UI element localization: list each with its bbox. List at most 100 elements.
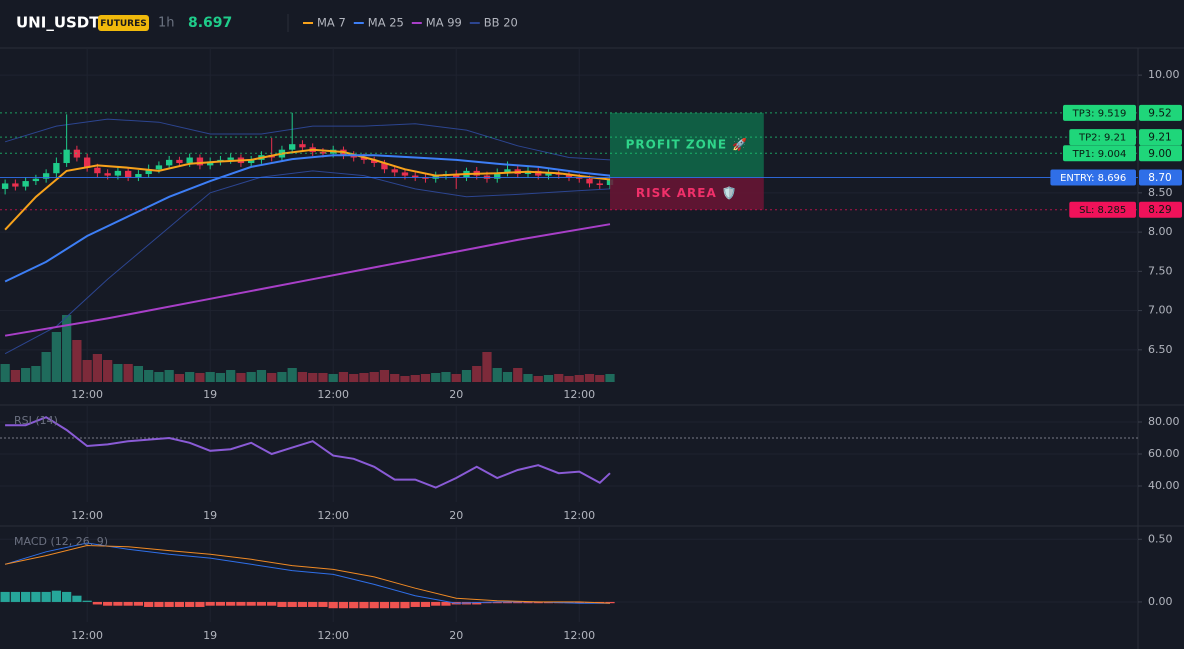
candle-body bbox=[12, 183, 19, 187]
volume-bar bbox=[164, 370, 174, 382]
histogram-bar bbox=[123, 601, 133, 606]
histogram-bar bbox=[236, 601, 246, 606]
histogram-bar bbox=[133, 601, 144, 606]
volume-bar bbox=[400, 376, 410, 382]
candle-body bbox=[94, 167, 101, 174]
axis-badge bbox=[1139, 145, 1182, 162]
candle-body bbox=[401, 172, 409, 176]
candle-body bbox=[1, 183, 9, 189]
histogram-bar bbox=[256, 601, 267, 606]
volume-bar bbox=[502, 372, 513, 382]
y-tick-label: 0.00 bbox=[1148, 595, 1173, 608]
badge: FUTURES bbox=[100, 19, 146, 29]
histogram-bar bbox=[605, 601, 615, 604]
histogram-bar bbox=[574, 601, 584, 604]
volume-bar bbox=[51, 332, 62, 382]
candle-body bbox=[104, 173, 111, 176]
volume-bar bbox=[513, 368, 523, 382]
level-axis-label: 8.70 bbox=[1148, 172, 1171, 184]
candle-body bbox=[412, 175, 419, 178]
volume-bar bbox=[554, 374, 564, 382]
volume-bar bbox=[185, 372, 195, 382]
candle-body bbox=[32, 178, 40, 182]
volume-bar bbox=[359, 373, 369, 382]
candle-body bbox=[545, 173, 552, 176]
histogram-bar bbox=[502, 601, 513, 604]
zone bbox=[610, 177, 764, 210]
volume-bar bbox=[308, 373, 318, 382]
candle-body bbox=[504, 169, 511, 173]
candle-body bbox=[289, 144, 296, 150]
volume-bar bbox=[215, 373, 226, 382]
volume-bar bbox=[113, 364, 123, 382]
volume-bar bbox=[246, 372, 256, 382]
badge-bg bbox=[98, 15, 149, 31]
volume-bar bbox=[369, 372, 379, 382]
histogram-bar bbox=[410, 601, 420, 607]
volume-bar bbox=[390, 374, 400, 382]
candle-body bbox=[227, 157, 234, 160]
histogram-bar bbox=[441, 601, 451, 606]
level-axis-label: 9.52 bbox=[1148, 107, 1171, 119]
volume-bar bbox=[451, 374, 461, 382]
histogram-bar bbox=[277, 601, 287, 607]
y-tick-label: 80.00 bbox=[1148, 415, 1180, 428]
histogram-bar bbox=[103, 601, 113, 606]
volume-bar bbox=[287, 368, 297, 382]
pane-title: MACD (12, 26, 9) bbox=[14, 535, 108, 548]
candle-body bbox=[53, 163, 60, 174]
histogram-bar bbox=[533, 601, 543, 604]
level-label: SL: 8.285 bbox=[1079, 205, 1126, 216]
macd-line bbox=[4, 542, 610, 604]
volume-bar bbox=[133, 366, 144, 382]
volume-bar bbox=[379, 370, 390, 382]
x-tick-label: 12:00 bbox=[563, 388, 595, 401]
y-tick-label: 8.50 bbox=[1148, 186, 1173, 199]
histogram-bar bbox=[523, 601, 533, 604]
x-tick-label: 12:00 bbox=[71, 629, 103, 642]
y-tick-label: 7.50 bbox=[1148, 264, 1173, 277]
volume-bar bbox=[103, 360, 113, 382]
histogram-bar bbox=[390, 601, 400, 609]
histogram-bar bbox=[113, 601, 123, 606]
moving-average bbox=[4, 148, 611, 231]
candle-body bbox=[319, 152, 327, 154]
candle-body bbox=[206, 161, 214, 166]
x-tick-label: 12:00 bbox=[71, 388, 103, 401]
volume-bar bbox=[21, 368, 31, 382]
y-tick-label: 60.00 bbox=[1148, 447, 1180, 460]
y-tick-label: 10.00 bbox=[1148, 68, 1180, 81]
volume-bar bbox=[410, 375, 420, 382]
bollinger-upper bbox=[4, 118, 611, 161]
x-tick-label: 20 bbox=[449, 388, 463, 401]
zone-label: RISK AREA 🛡️ bbox=[636, 186, 738, 200]
volume-bar bbox=[543, 375, 554, 382]
level-badge bbox=[1063, 104, 1136, 121]
volume-bar bbox=[267, 373, 277, 382]
volume-bar bbox=[297, 372, 308, 382]
volume-bar bbox=[492, 368, 502, 382]
level-label: TP1: 9.004 bbox=[1072, 149, 1127, 160]
bollinger-lower bbox=[4, 170, 611, 355]
volume-bar bbox=[41, 352, 51, 382]
candle-body bbox=[371, 159, 378, 164]
level-axis-label: 9.00 bbox=[1148, 148, 1171, 160]
histogram-bar bbox=[297, 601, 308, 607]
x-tick-label: 12:00 bbox=[563, 629, 595, 642]
legend-label: MA 99 bbox=[426, 16, 462, 30]
zone-label: PROFIT ZONE 🚀 bbox=[626, 138, 749, 152]
volume-bar bbox=[595, 375, 605, 382]
volume-bar bbox=[62, 315, 72, 382]
candle-body bbox=[22, 181, 29, 187]
candle-body bbox=[124, 170, 132, 178]
histogram-bar bbox=[205, 601, 215, 606]
volume-bar bbox=[277, 372, 287, 382]
histogram-bar bbox=[328, 601, 338, 609]
x-tick-label: 12:00 bbox=[317, 509, 349, 522]
candle-body bbox=[63, 149, 70, 164]
volume-bar bbox=[349, 374, 359, 382]
x-tick-label: 20 bbox=[449, 629, 463, 642]
level-label: TP2: 9.21 bbox=[1078, 133, 1126, 144]
candle-body bbox=[535, 170, 542, 176]
